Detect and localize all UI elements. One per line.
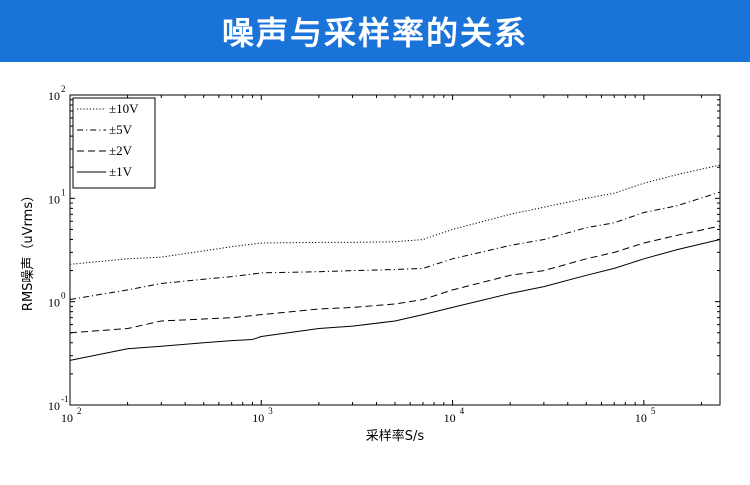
legend: ±10V ±5V ±2V ±1V — [72, 97, 156, 189]
y-axis-label: RMS噪声（uVrms） — [21, 189, 36, 311]
y-tick-exponent: -1 — [61, 394, 69, 404]
x-tick-exponent: 3 — [268, 406, 273, 416]
series-line-3 — [69, 225, 721, 334]
x-tick-exponent: 2 — [77, 406, 82, 416]
y-tick-label: 10 — [48, 89, 60, 103]
x-tick-label: 10 — [635, 411, 647, 425]
series-line-4 — [69, 239, 721, 361]
legend-label-1: ±10V — [109, 101, 139, 116]
y-tick-label: 10 — [48, 192, 60, 206]
y-tick-label: 10 — [48, 296, 60, 310]
y-tick-exponent: 1 — [61, 187, 66, 197]
plot-frame — [69, 94, 721, 406]
axis-tick-labels: 10 2 10 3 10 4 10 510 -110 010 110 2 — [48, 84, 656, 425]
y-tick-label: 10 — [48, 399, 60, 413]
x-tick-exponent: 4 — [460, 406, 465, 416]
x-axis-label: 采样率S/s — [366, 428, 425, 444]
x-tick-label: 10 — [61, 411, 73, 425]
x-tick-exponent: 5 — [651, 406, 656, 416]
y-tick-exponent: 2 — [61, 84, 66, 94]
legend-label-3: ±2V — [109, 143, 133, 158]
page-title: 噪声与采样率的关系 — [221, 14, 528, 52]
x-tick-label: 10 — [444, 411, 456, 425]
series-line-1 — [69, 164, 721, 265]
legend-label-4: ±1V — [109, 164, 133, 179]
y-tick-exponent: 0 — [61, 291, 66, 301]
axis-ticks — [69, 94, 720, 406]
series-line-2 — [69, 191, 721, 300]
header-banner: 噪声与采样率的关系 — [0, 0, 750, 62]
legend-box — [72, 97, 156, 189]
series-lines — [69, 164, 721, 361]
x-tick-label: 10 — [252, 411, 264, 425]
legend-label-2: ±5V — [109, 122, 133, 137]
